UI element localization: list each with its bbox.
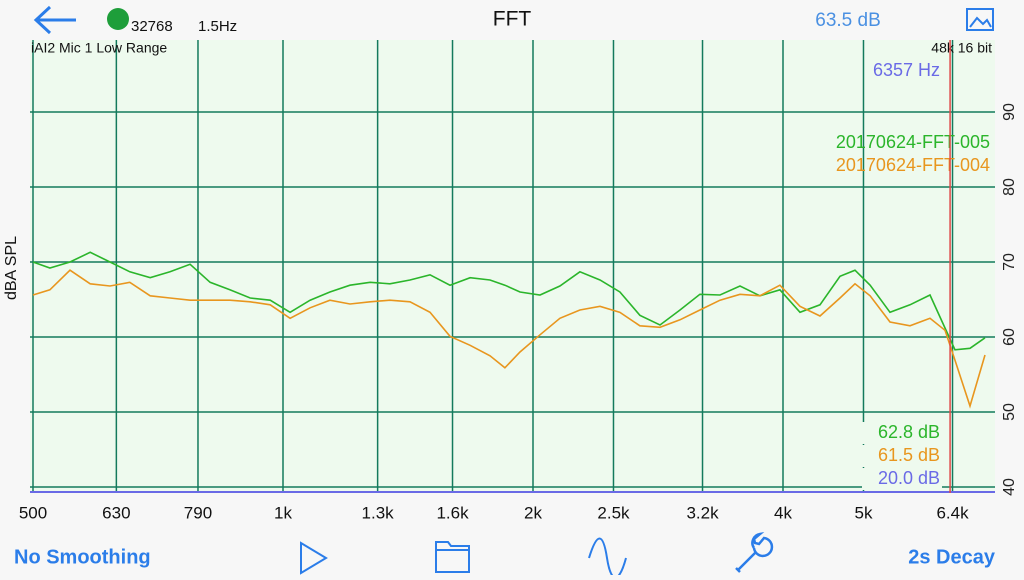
x-tick-label: 6.4k	[936, 503, 969, 522]
x-tick-label: 2k	[524, 503, 542, 522]
y-tick-label: 90	[1001, 103, 1018, 121]
format-label: 48k 16 bit	[931, 40, 992, 56]
resolution: 1.5Hz	[198, 18, 237, 35]
y-axis-label: dBA SPL	[3, 236, 20, 300]
x-tick-label: 4k	[774, 503, 792, 522]
title: FFT	[493, 8, 532, 31]
cursor-readout: 62.8 dB	[878, 422, 940, 442]
x-tick-label: 630	[102, 503, 130, 522]
x-tick-label: 1.3k	[362, 503, 395, 522]
y-tick-label: 80	[1001, 178, 1018, 196]
cursor-frequency: 6357 Hz	[873, 60, 940, 80]
x-tick-label: 2.5k	[597, 503, 630, 522]
cursor-readout: 20.0 dB	[878, 468, 940, 488]
y-tick-label: 50	[1001, 403, 1018, 421]
x-tick-label: 1k	[274, 503, 292, 522]
legend-entry: 20170624-FFT-005	[836, 132, 990, 152]
series-line	[32, 251, 986, 351]
generator-button[interactable]	[588, 537, 627, 579]
x-tick-label: 790	[184, 503, 212, 522]
readout-background	[862, 468, 942, 490]
toolbar	[0, 525, 1024, 575]
readout-background	[862, 422, 942, 444]
plot: 40 50 60 70 80 90 500 630 790 1k 1.3k 1.6k 2k 2.5k 3.2…	[3, 40, 1018, 523]
y-tick-label: 60	[1001, 328, 1018, 346]
snapshot-button[interactable]	[966, 8, 994, 31]
arrow-head	[33, 5, 52, 35]
readout-background	[862, 445, 942, 467]
input-label: iAI2 Mic 1 Low Range	[31, 40, 167, 56]
smoothing-button[interactable]: No Smoothing	[14, 546, 151, 568]
fft-size: 32768	[131, 18, 173, 35]
level: 63.5 dB	[815, 10, 881, 31]
plot-background	[30, 40, 995, 493]
x-tick-label: 3.2k	[686, 503, 719, 522]
x-tick-label: 5k	[854, 503, 872, 522]
play-button[interactable]	[300, 541, 328, 575]
folder-button[interactable]	[435, 541, 470, 573]
decay-button[interactable]: 2s Decay	[908, 546, 996, 568]
y-tick-label: 70	[1001, 253, 1018, 271]
x-tick-label: 1.6k	[436, 503, 469, 522]
record-indicator[interactable]	[107, 8, 129, 30]
y-tick-label: 40	[1001, 478, 1018, 496]
cursor-readout: 61.5 dB	[878, 445, 940, 465]
legend-entry: 20170624-FFT-004	[836, 155, 990, 175]
icon-frame	[966, 8, 994, 31]
back-button[interactable]	[33, 5, 76, 35]
series-line	[32, 269, 986, 409]
top-bar	[0, 0, 1024, 40]
settings-button[interactable]	[735, 532, 774, 573]
x-tick-label: 500	[19, 503, 47, 522]
icon-mountains	[969, 16, 992, 28]
